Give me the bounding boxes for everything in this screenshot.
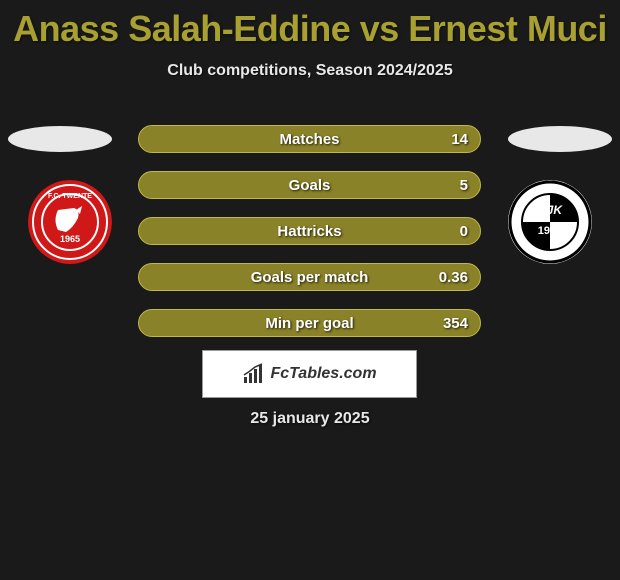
stat-value-right: 5 — [460, 177, 468, 194]
stat-row: Goals per match 0.36 — [138, 263, 481, 291]
club-badge-right: BJK 1903 — [508, 180, 592, 264]
club-badge-left: F.C. TWENTE 1965 — [28, 180, 112, 264]
twente-badge-icon: F.C. TWENTE 1965 — [28, 180, 112, 264]
watermark-text: FcTables.com — [270, 365, 376, 383]
player-photo-right — [508, 126, 612, 152]
stat-label: Goals — [289, 177, 331, 194]
stat-label: Matches — [279, 131, 339, 148]
stat-label: Goals per match — [251, 269, 369, 286]
chart-icon — [242, 363, 264, 385]
stat-row: Goals 5 — [138, 171, 481, 199]
svg-text:1903: 1903 — [538, 225, 562, 237]
svg-text:BJK: BJK — [538, 203, 563, 217]
svg-text:F.C. TWENTE: F.C. TWENTE — [48, 193, 92, 200]
svg-text:1965: 1965 — [60, 234, 80, 244]
player-photo-left — [8, 126, 112, 152]
stat-label: Min per goal — [265, 315, 353, 332]
stat-row: Min per goal 354 — [138, 309, 481, 337]
stat-value-right: 354 — [443, 315, 468, 332]
date: 25 january 2025 — [0, 410, 620, 428]
besiktas-badge-icon: BJK 1903 — [508, 180, 592, 264]
page-title: Anass Salah-Eddine vs Ernest Muci — [0, 0, 620, 50]
stat-value-right: 0.36 — [439, 269, 468, 286]
stat-row: Matches 14 — [138, 125, 481, 153]
stat-rows: Matches 14 Goals 5 Hattricks 0 Goals per match… — [138, 125, 481, 355]
stat-value-right: 14 — [451, 131, 468, 148]
subtitle: Club competitions, Season 2024/2025 — [0, 62, 620, 80]
stat-value-right: 0 — [460, 223, 468, 240]
stat-label: Hattricks — [277, 223, 341, 240]
stat-row: Hattricks 0 — [138, 217, 481, 245]
watermark: FcTables.com — [202, 350, 417, 398]
